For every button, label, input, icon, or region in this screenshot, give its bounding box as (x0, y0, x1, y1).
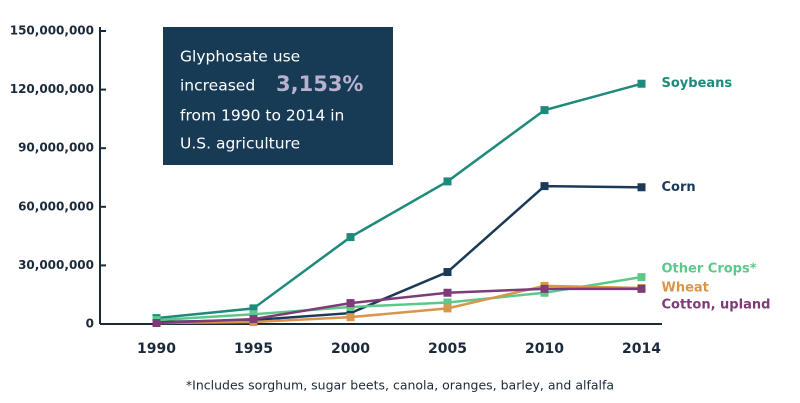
footnote: *Includes sorghum, sugar beets, canola, … (186, 378, 614, 393)
y-tick-label: 90,000,000 (18, 141, 94, 155)
point-marker (346, 299, 355, 308)
y-tick-label: 150,000,000 (10, 24, 94, 38)
point-marker (637, 79, 646, 88)
point-marker (637, 284, 646, 293)
point-marker (249, 304, 258, 313)
annotation-line: U.S. agriculture (180, 135, 300, 153)
point-marker (443, 298, 452, 307)
point-marker (346, 233, 355, 242)
y-tick-label: 0 (86, 317, 94, 331)
y-tick-label: 30,000,000 (18, 258, 94, 272)
x-tick-label: 2010 (525, 341, 564, 357)
x-tick-label: 1995 (234, 341, 273, 357)
series-label: Cotton, upland (662, 297, 771, 312)
point-marker (540, 182, 549, 191)
point-marker (443, 177, 452, 186)
point-marker (249, 315, 258, 324)
y-tick-label: 60,000,000 (18, 199, 94, 213)
series-line (156, 275, 642, 322)
series-line (156, 284, 642, 325)
point-marker (443, 304, 452, 313)
series-label: Other Crops* (662, 262, 757, 277)
point-marker (540, 284, 549, 293)
series-line (156, 82, 642, 320)
point-marker (152, 319, 161, 328)
point-marker (346, 313, 355, 322)
series-label: Soybeans (662, 76, 733, 91)
series-line (156, 184, 642, 324)
point-marker (443, 288, 452, 297)
annotation-line: increased (180, 77, 255, 95)
x-tick-label: 1990 (137, 341, 176, 357)
annotation-box (163, 27, 393, 165)
point-marker (346, 309, 355, 318)
x-tick-label: 2014 (622, 341, 661, 357)
series-line (156, 287, 642, 325)
point-marker (249, 310, 258, 319)
annotation-highlight: 3,153% (276, 72, 363, 96)
point-marker (540, 106, 549, 115)
point-marker (443, 268, 452, 277)
x-tick-label: 2005 (428, 341, 467, 357)
series-label: Corn (662, 180, 696, 195)
annotation-line: Glyphosate use (180, 48, 300, 66)
x-tick-label: 2000 (331, 341, 370, 357)
point-marker (637, 183, 646, 192)
annotation-line: from 1990 to 2014 in (180, 107, 344, 125)
point-marker (637, 273, 646, 282)
series-label: Wheat (662, 281, 709, 296)
y-tick-label: 120,000,000 (10, 82, 94, 96)
